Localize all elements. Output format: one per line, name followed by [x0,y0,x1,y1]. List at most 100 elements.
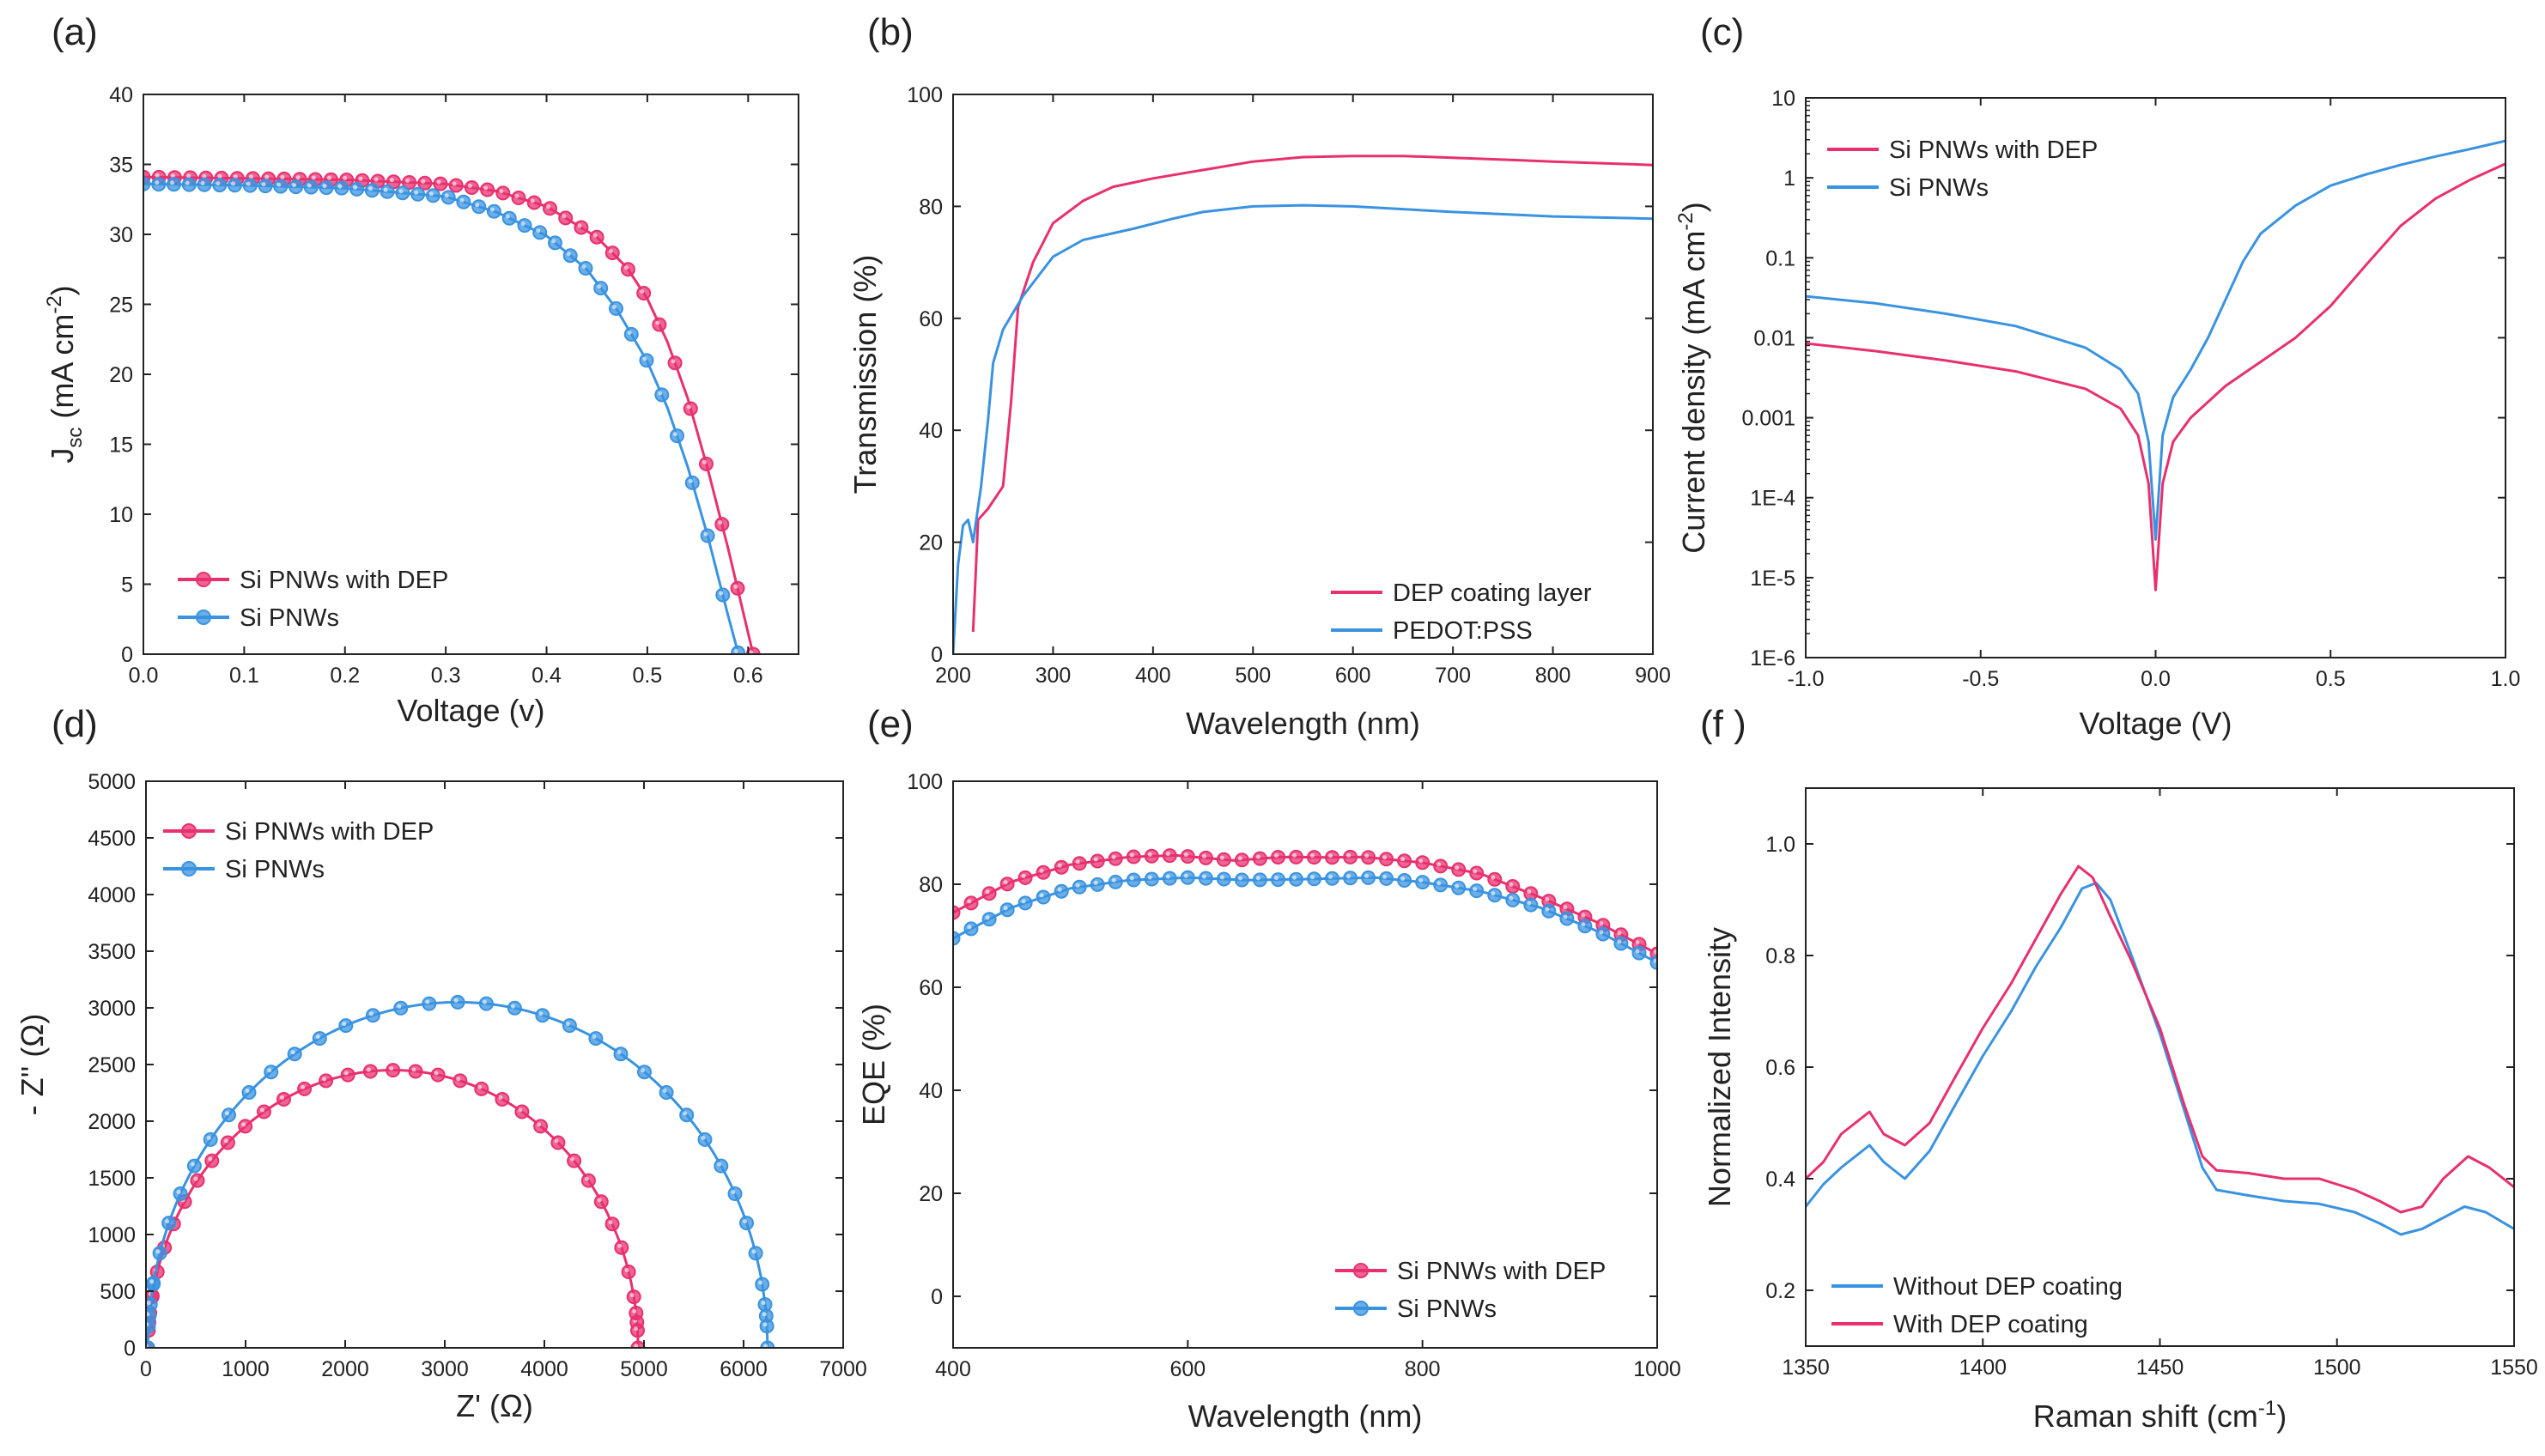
y-tick-label: 25 [109,294,133,318]
data-point-highlight [405,179,410,183]
y-tick-label: 100 [907,770,943,794]
data-point [543,201,557,216]
data-point [963,895,979,911]
data-point [464,180,479,195]
data-point-highlight [233,174,238,179]
data-point-highlight [1255,876,1260,881]
data-point [621,1265,636,1279]
series-line [1806,882,2514,1236]
data-point-highlight [655,320,660,325]
data-point [1162,871,1177,886]
data-point-highlight [1274,876,1279,881]
data-point [999,902,1015,918]
data-point-highlight [1075,859,1080,864]
x-tick-label: 1400 [1959,1356,2007,1380]
data-point-highlight [343,1071,349,1076]
data-point [963,921,979,937]
data-point [613,1046,629,1062]
data-point [486,203,501,219]
data-point-highlight [231,181,235,186]
data-point [501,210,517,226]
legend-marker [1353,1263,1369,1278]
data-point-highlight [718,520,723,525]
data-point-highlight [717,1162,722,1167]
data-point-highlight [1545,907,1550,912]
data-point-highlight [453,998,459,1003]
data-point-highlight [358,176,363,181]
legend-label: PEDOT:PSS [1393,617,1533,645]
series-group [953,848,1657,970]
data-point [550,1135,566,1150]
data-point [953,905,961,920]
data-point-highlight [1165,852,1170,857]
data-point [1126,872,1141,888]
data-point [422,996,437,1011]
data-point [589,229,604,245]
data-point [1017,895,1033,911]
data-point-highlight [1563,905,1568,910]
data-point-highlight [629,1293,635,1298]
data-point [440,190,456,205]
x-tick-label: 800 [1405,1357,1441,1381]
data-point-highlight [584,1176,589,1181]
data-point [319,180,334,196]
data-point-highlight [612,304,617,309]
data-point [380,184,395,199]
data-point [238,1119,253,1134]
data-point-highlight [200,180,205,185]
data-point [167,177,181,192]
data-point [1505,879,1521,894]
data-point [1541,903,1557,919]
data-point [514,1104,530,1119]
data-point-highlight [337,184,343,189]
data-point [1451,880,1467,895]
y-tick-label: 500 [100,1280,136,1304]
data-point [319,1073,334,1089]
data-point-highlight [1455,883,1460,889]
data-point [190,1173,205,1188]
data-point-highlight [1653,949,1657,955]
data-point [1252,872,1267,888]
data-point-highlight [1292,852,1297,858]
data-point [1234,852,1249,868]
legend-marker [196,610,211,625]
chart-panel-e: 400 600 800 1000 0 20 40 60 80 100 (e) Wavelength (… [856,703,1681,1434]
data-point [1271,850,1285,864]
data-point-highlight [505,214,510,219]
data-point-highlight [1635,940,1640,945]
data-point [386,1063,401,1078]
data-point [161,1216,177,1231]
y-tick-label: 2000 [88,1110,136,1134]
data-point-highlight [570,1156,575,1162]
y-tick-label: 0.4 [1765,1168,1795,1192]
series-line [146,1069,640,1348]
data-point [1289,871,1303,887]
data-point-highlight [967,899,972,904]
data-point-highlight [701,1135,706,1140]
data-point-highlight [1473,887,1478,892]
data-point-highlight [1147,875,1152,880]
data-point-highlight [686,404,691,410]
panel-label: (d) [52,703,98,745]
data-point-highlight [758,1280,763,1285]
data-point [425,188,440,203]
data-point [143,176,151,191]
y-tick-label: 20 [919,1182,943,1206]
data-point-highlight [1455,865,1460,871]
y-tick-label: 0 [931,1285,943,1309]
y-axis-label: Transmission (%) [847,255,883,494]
y-tick-label: 1E-4 [1750,487,1795,511]
data-point [264,1065,279,1080]
data-point-highlight [518,1107,523,1113]
data-point-highlight [1581,913,1586,918]
data-point [604,1216,620,1232]
x-tick-label: 0.3 [431,664,461,688]
y-axis-label: Normalized Intensity [1702,927,1737,1207]
data-point [312,1031,327,1046]
data-point [1090,853,1105,869]
data-point-highlight [155,1249,161,1254]
data-point-highlight [398,189,404,194]
x-tick-label: 1000 [1633,1357,1681,1381]
data-point-highlight [383,187,388,192]
data-point-highlight [1545,897,1550,902]
